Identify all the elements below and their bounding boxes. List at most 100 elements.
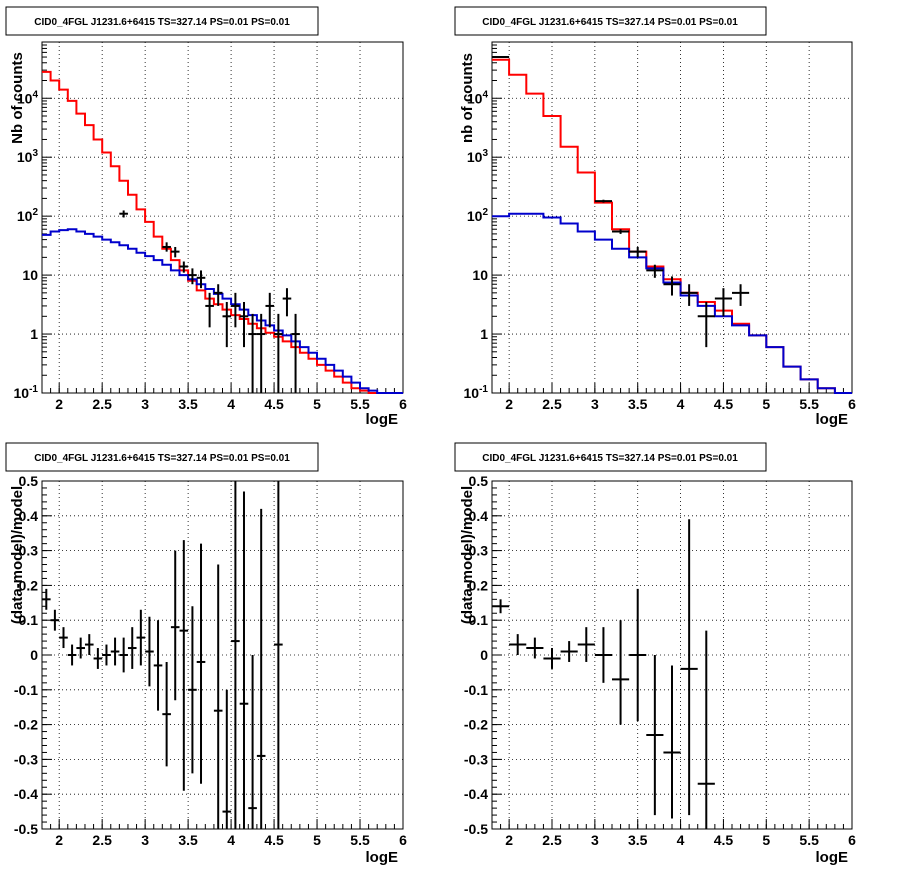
data-point (526, 637, 544, 659)
x-tick-label: 5 (313, 396, 321, 412)
data-point (629, 588, 647, 722)
x-tick-label: 3.5 (628, 832, 648, 848)
y-tick-label: 0.4 (469, 508, 489, 524)
y-tick-label: -0.2 (14, 717, 38, 733)
data-point (67, 644, 77, 666)
x-tick-label: 4.5 (714, 396, 734, 412)
x-tick-label: 3 (141, 832, 149, 848)
data-point (282, 288, 292, 317)
data-point (42, 588, 51, 610)
title-box (454, 6, 767, 36)
model-component-line (492, 212, 852, 394)
data-point (492, 56, 510, 59)
data-point (274, 313, 283, 393)
chart-title: CID0_4FGL J1231.6+6415 TS=327.14 PS=0.01… (34, 453, 290, 464)
data-point (136, 609, 146, 666)
y-tick-label: -0.3 (14, 751, 38, 767)
x-tick-label: 3.5 (628, 396, 648, 412)
x-tick-label: 3 (141, 396, 149, 412)
data-point (543, 648, 561, 669)
y-tick-label: -0.2 (464, 717, 488, 733)
data-point (188, 606, 197, 774)
chart-title: CID0_4FGL J1231.6+6415 TS=327.14 PS=0.01… (34, 17, 290, 28)
data-point (663, 276, 681, 296)
data-point (127, 627, 137, 669)
y-tick-label: 1 (30, 326, 38, 342)
y-tick-label: -0.5 (464, 821, 488, 837)
data-point (213, 284, 223, 306)
data-point (119, 637, 128, 673)
data-point (256, 313, 266, 393)
data-point (153, 620, 163, 711)
x-tick-label: 4 (227, 832, 235, 848)
y-tick-label: 0 (480, 647, 488, 663)
data-point (646, 264, 664, 278)
x-tick-label: 2 (55, 832, 63, 848)
x-tick-label: 2.5 (542, 396, 562, 412)
x-tick-label: 3 (591, 832, 599, 848)
x-tick-label: 2.5 (92, 832, 112, 848)
data-point (205, 292, 214, 328)
x-tick-label: 5 (313, 832, 321, 848)
title-box (454, 442, 767, 472)
x-tick-label: 6 (399, 396, 407, 412)
x-tick-label: 4 (677, 832, 685, 848)
y-tick-label: 0.3 (469, 543, 489, 559)
data-point (239, 491, 249, 829)
data-point (196, 270, 206, 289)
data-point (110, 637, 120, 666)
data-point (162, 242, 171, 252)
data-point (76, 637, 85, 659)
data-point (239, 301, 249, 348)
x-tick-label: 4.5 (264, 832, 284, 848)
x-tick-label: 4 (227, 396, 235, 412)
y-tick-label: 0.2 (19, 577, 39, 593)
y-axis-label: nb of counts (459, 53, 476, 143)
x-axis-label: logE (366, 849, 399, 866)
data-point (213, 564, 223, 829)
data-point (612, 620, 630, 725)
plot-frame (41, 41, 404, 394)
x-tick-label: 5.5 (799, 396, 819, 412)
data-point (697, 301, 715, 348)
y-tick-label: 104 (17, 89, 39, 106)
y-tick-label: 0.1 (19, 612, 39, 628)
y-tick-label: -0.4 (14, 786, 38, 802)
data-point (170, 550, 180, 701)
data-point (697, 630, 715, 829)
data-point (50, 609, 60, 631)
y-tick-label: 0.5 (469, 473, 489, 489)
x-tick-label: 5 (762, 832, 770, 848)
y-tick-label: 0 (30, 647, 38, 663)
x-tick-label: 4.5 (264, 396, 284, 412)
data-point (256, 508, 266, 829)
data-point (145, 616, 154, 687)
data-point (102, 644, 111, 666)
data-point (84, 634, 94, 655)
data-point (680, 284, 698, 306)
panel-counts-right: CID0_4FGL J1231.6+6415 TS=327.14 PS=0.01… (454, 6, 856, 428)
data-point (714, 288, 732, 317)
data-point (248, 313, 257, 393)
data-point (59, 627, 68, 649)
y-tick-label: -0.5 (14, 821, 38, 837)
data-point (196, 543, 206, 784)
x-tick-label: 2 (55, 396, 63, 412)
x-tick-label: 5.5 (350, 832, 370, 848)
panel-residuals-left: CID0_4FGL J1231.6+6415 TS=327.14 PS=0.01… (5, 442, 407, 866)
x-axis-label: logE (366, 411, 399, 428)
data-point (248, 655, 257, 829)
x-tick-label: 5 (762, 396, 770, 412)
x-tick-label: 4.5 (714, 832, 734, 848)
data-point (179, 540, 189, 791)
data-point (509, 634, 527, 655)
y-tick-label: 0.2 (469, 577, 489, 593)
data-point (231, 481, 240, 829)
data-point (222, 301, 232, 348)
y-tick-label: 0.5 (19, 473, 39, 489)
y-axis-label: Nb of counts (9, 52, 26, 144)
data-point (663, 665, 681, 819)
data-point (291, 313, 300, 393)
data-point (646, 655, 664, 816)
